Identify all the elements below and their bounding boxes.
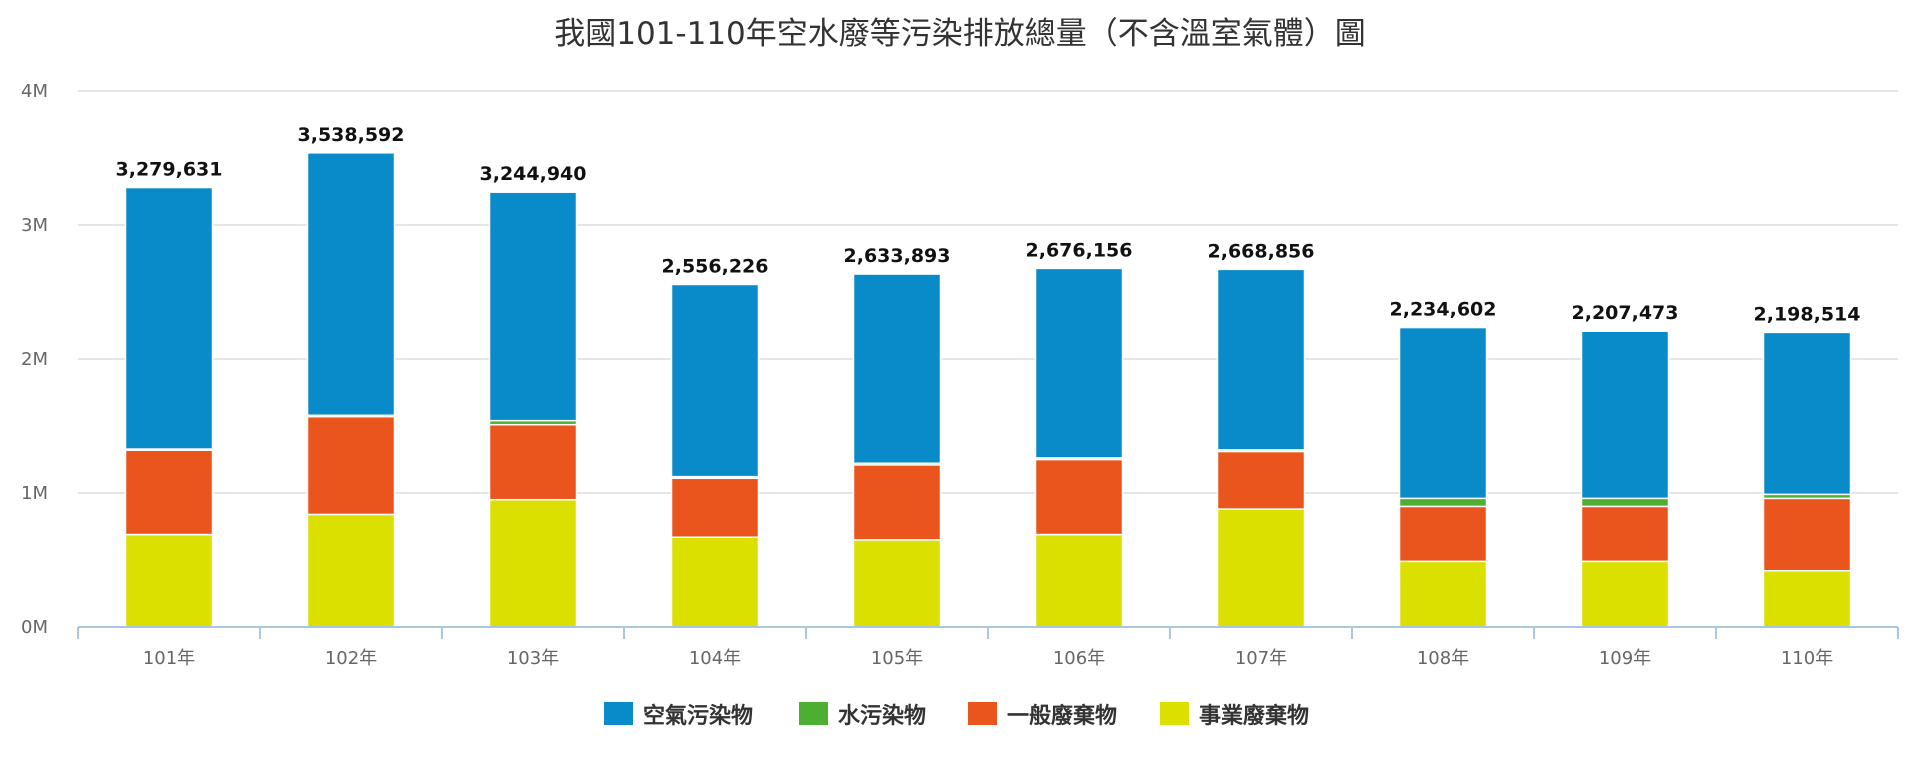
legend-swatch [968, 702, 997, 725]
y-tick-label: 3M [21, 215, 48, 236]
y-axis: 0M 1M 2M 3M 4M [21, 81, 48, 638]
total-data-label: 2,556,226 [662, 255, 769, 277]
legend-item-label: 一般廢棄物 [1007, 703, 1117, 729]
x-tick-label: 108年 [1417, 648, 1469, 669]
bar-segment [306, 152, 396, 417]
bar-segment [1216, 508, 1306, 628]
bar-segment [852, 539, 942, 628]
x-tick-label: 101年 [143, 648, 195, 669]
chart-title: 我國101-110年空水廢等污染排放總量（不含溫室氣體）圖 [554, 16, 1366, 52]
bar-segment [1580, 497, 1670, 508]
total-data-label: 3,279,631 [116, 159, 223, 181]
y-tick-label: 4M [21, 81, 48, 102]
bar-segment [1580, 560, 1670, 628]
bar-segment [1216, 450, 1306, 510]
total-data-label: 3,538,592 [298, 124, 405, 146]
total-data-label: 2,234,602 [1390, 299, 1497, 321]
bars [124, 152, 1852, 628]
x-axis: 101年 102年 103年 104年 105年 106年 107年 108年 109年 110年 [77, 626, 1899, 669]
legend-item-label: 空氣污染物 [643, 703, 753, 729]
bar-segment [488, 423, 578, 501]
total-data-label: 2,207,473 [1572, 302, 1679, 324]
bar-segment [1034, 458, 1124, 536]
x-tick-label: 104年 [689, 648, 741, 669]
legend-swatch [604, 702, 633, 725]
x-tick-label: 107年 [1235, 648, 1287, 669]
bar-segment [1398, 497, 1488, 508]
legend-item-label: 事業廢棄物 [1199, 703, 1309, 729]
bar-segment [124, 449, 214, 536]
bar-segment [852, 464, 942, 541]
y-tick-label: 2M [21, 349, 48, 370]
legend-swatch [799, 702, 828, 725]
bar-segment [1034, 533, 1124, 628]
x-tick-label: 106年 [1053, 648, 1105, 669]
bar-segment [488, 191, 578, 422]
bar-segment [1580, 330, 1670, 500]
bar-segment [306, 513, 396, 628]
bar-segment [124, 186, 214, 450]
bar-segment [1398, 560, 1488, 628]
total-data-label: 2,198,514 [1754, 303, 1861, 325]
total-data-label: 3,244,940 [480, 163, 587, 185]
x-tick-label: 105年 [871, 648, 923, 669]
legend-item-label: 水污染物 [838, 703, 926, 729]
x-tick-label: 102年 [325, 648, 377, 669]
bar-segment [124, 533, 214, 628]
bar-segment [306, 415, 396, 516]
bar-segment [1398, 505, 1488, 563]
bar-segment [670, 477, 760, 538]
total-data-label: 2,633,893 [844, 245, 951, 267]
bar-segment [1216, 268, 1306, 451]
bar-segment [852, 273, 942, 465]
bar-segment [670, 283, 760, 478]
legend: 空氣污染物 水污染物 一般廢棄物 事業廢棄物 [604, 702, 1309, 729]
total-data-label: 2,668,856 [1208, 240, 1315, 262]
bar-segment [1762, 569, 1852, 628]
total-labels: 3,279,631 3,538,592 3,244,940 2,556,226 2,63… [116, 124, 1861, 326]
x-tick-label: 110年 [1781, 648, 1833, 669]
total-data-label: 2,676,156 [1026, 239, 1133, 261]
x-tick-label: 103年 [507, 648, 559, 669]
legend-swatch [1160, 702, 1189, 725]
bar-segment [1398, 326, 1488, 500]
bar-segment [1762, 331, 1852, 496]
bar-segment [1034, 267, 1124, 459]
bar-segment [1762, 497, 1852, 572]
y-tick-label: 0M [21, 617, 48, 638]
y-tick-label: 1M [21, 483, 48, 504]
bar-segment [488, 498, 578, 628]
x-tick-label: 109年 [1599, 648, 1651, 669]
bar-segment [670, 536, 760, 628]
bar-segment [1580, 505, 1670, 563]
